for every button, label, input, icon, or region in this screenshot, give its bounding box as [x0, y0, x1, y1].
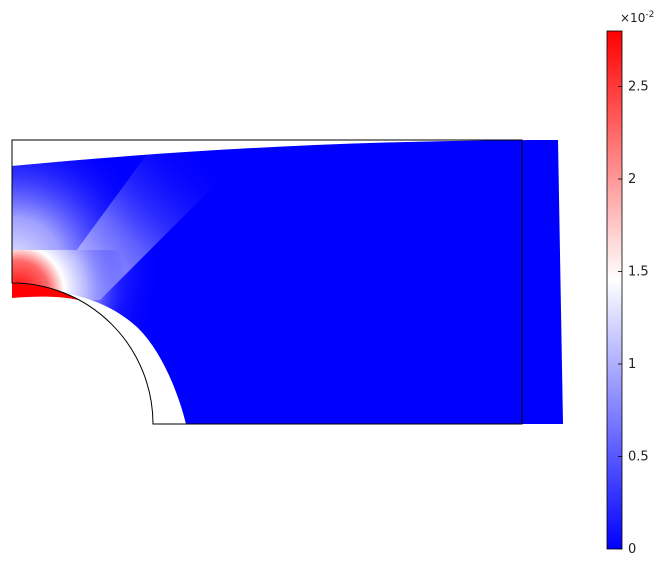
colorbar-tick-label: 2: [628, 172, 636, 187]
colorbar: ×10-2 0 0.5 1 1.5 2 2.5: [607, 10, 654, 557]
hole-hotspot: [0, 250, 180, 370]
colorbar-multiplier: ×10-2: [620, 10, 654, 25]
colorbar-tick-label: 1.5: [628, 265, 649, 280]
colorbar-tick-label: 2.5: [628, 80, 649, 95]
colorbar-ramp: [607, 31, 622, 549]
colorbar-ticks: 0 0.5 1 1.5 2 2.5: [618, 80, 649, 558]
colorbar-tick-label: 0: [628, 542, 636, 557]
colorbar-tick-label: 0.5: [628, 450, 649, 465]
deformed-domain: [0, 140, 563, 430]
colorbar-tick-label: 1: [628, 357, 636, 372]
